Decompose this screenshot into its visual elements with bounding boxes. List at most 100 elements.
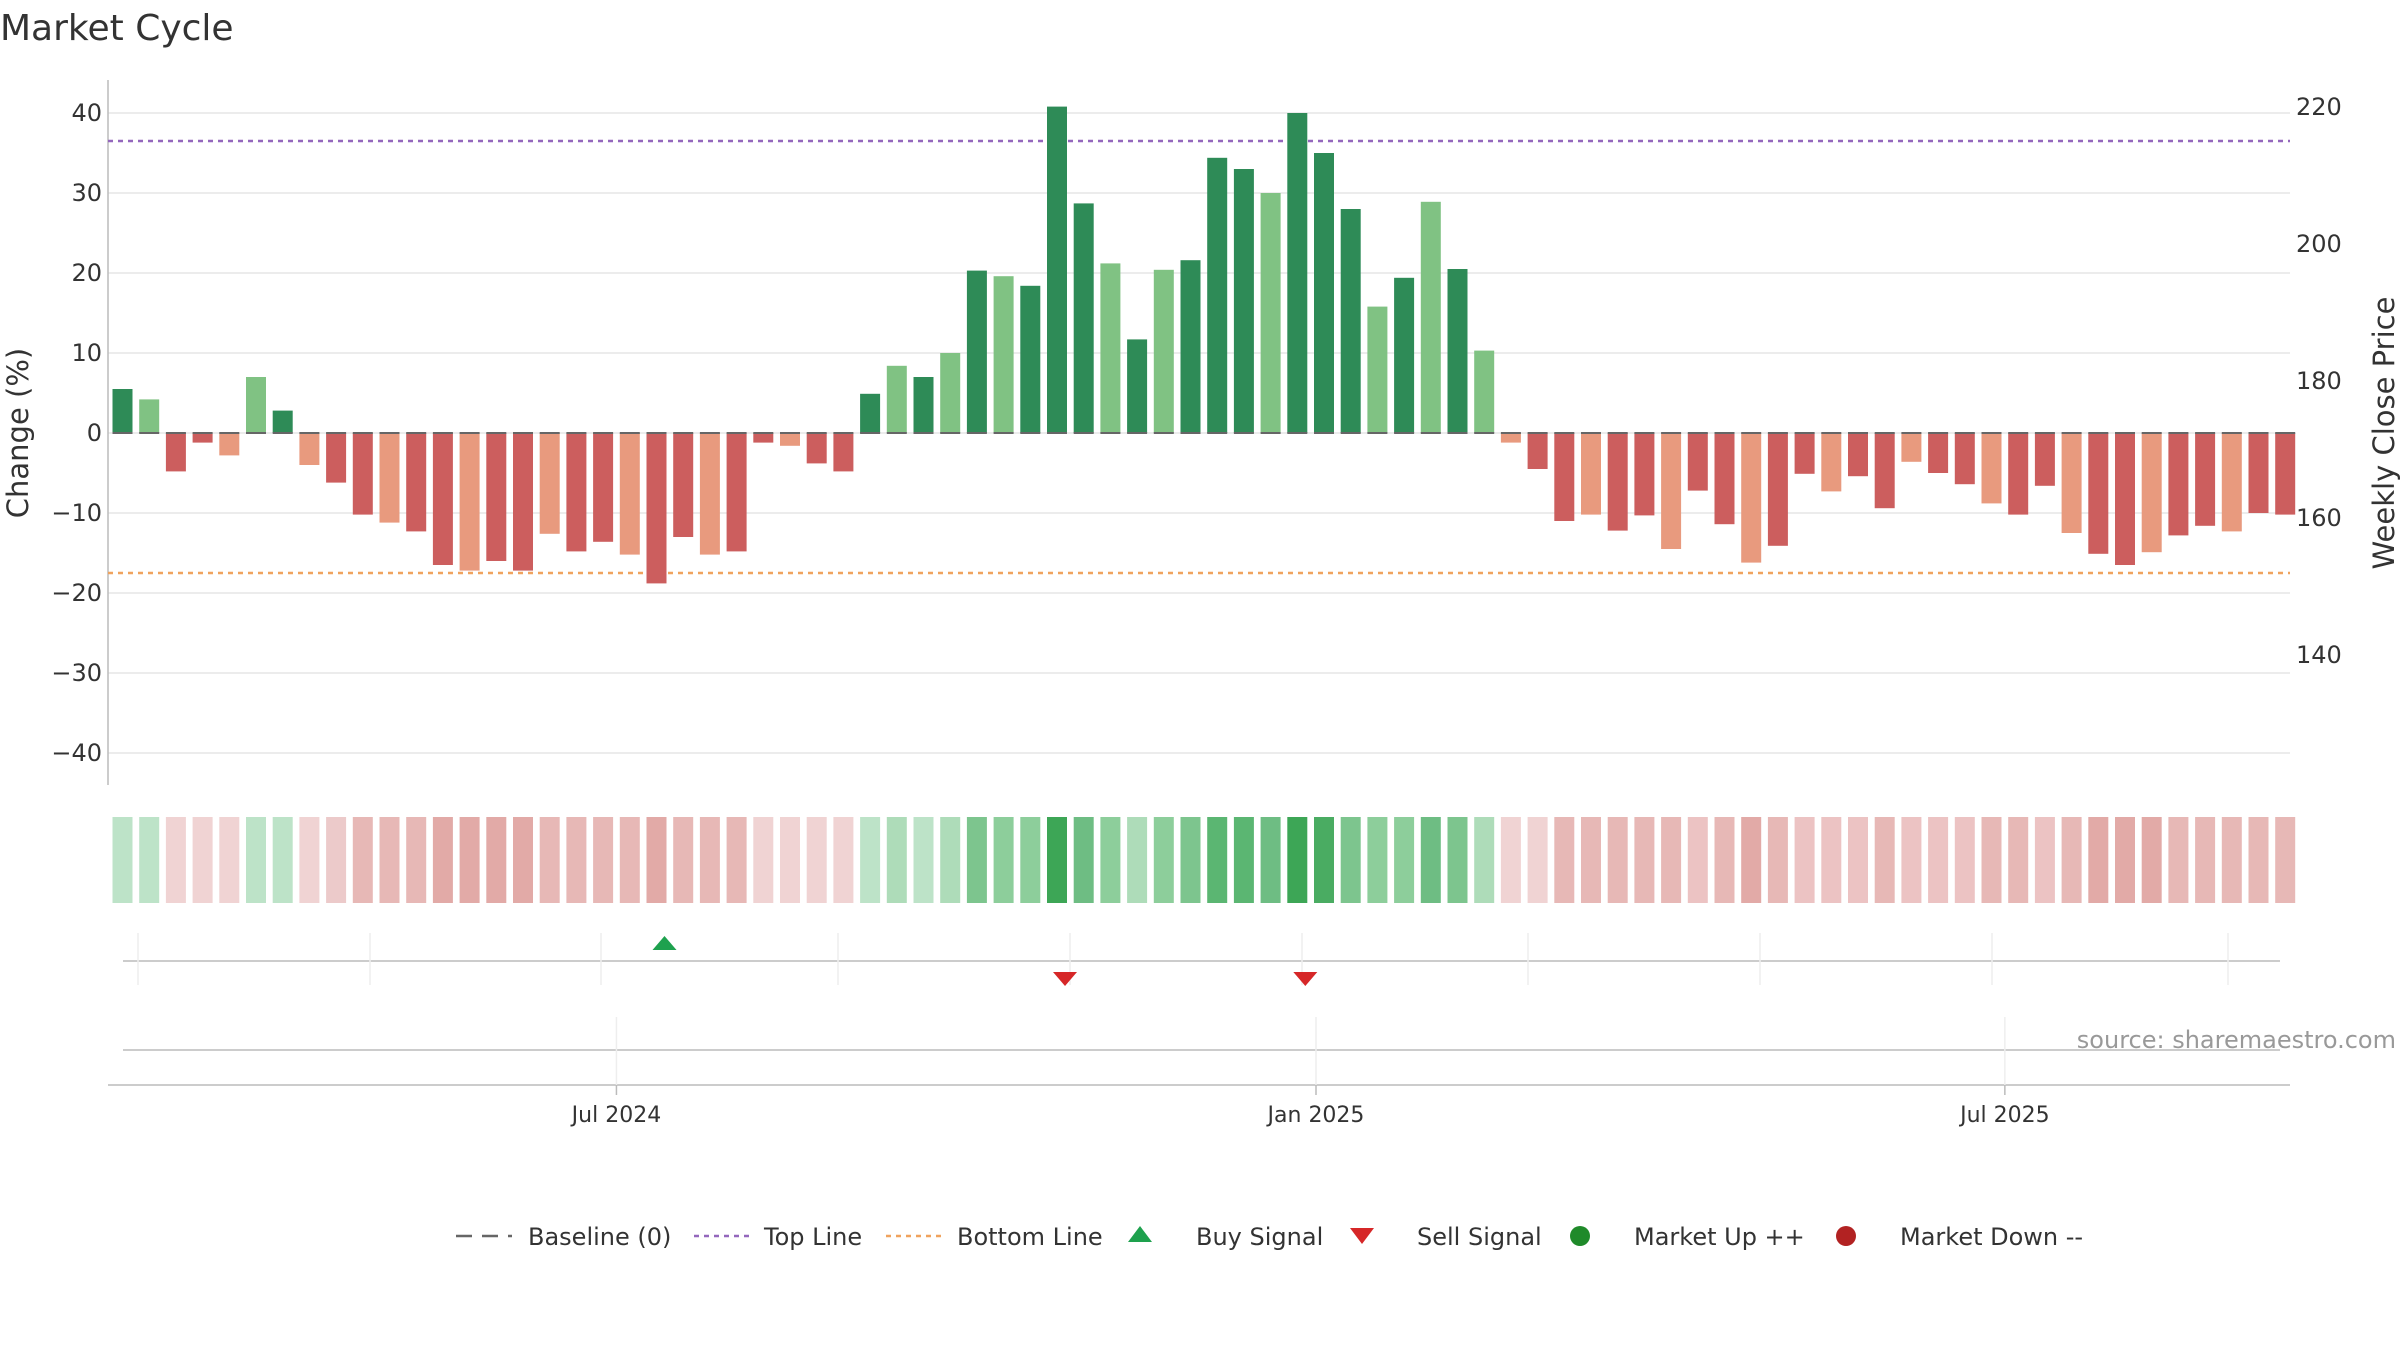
bar <box>1767 433 1788 546</box>
strength-cell <box>2195 817 2216 903</box>
strength-cell <box>2168 817 2189 903</box>
bar <box>1233 169 1254 433</box>
bar <box>1047 106 1067 433</box>
legend-buy-icon <box>1128 1226 1152 1242</box>
bar <box>379 433 400 523</box>
bar <box>299 433 320 465</box>
bar <box>486 433 507 561</box>
legend-market-down-icon <box>1836 1226 1856 1246</box>
strength-cell <box>1687 817 1708 903</box>
legend-label: Buy Signal <box>1196 1223 1323 1251</box>
bar <box>2088 433 2109 554</box>
strength-cell <box>192 817 213 903</box>
strength-cell <box>833 817 854 903</box>
bar <box>112 389 133 433</box>
bar <box>406 433 427 532</box>
bar <box>673 433 694 537</box>
strength-cell <box>1848 817 1868 903</box>
bar <box>1287 113 1308 433</box>
bar <box>646 433 667 584</box>
strength-cell <box>352 817 373 903</box>
strength-cell <box>1367 817 1388 903</box>
strength-cell <box>566 817 587 903</box>
strength-cell <box>2061 817 2082 903</box>
y-tick-label: −30 <box>51 659 102 687</box>
bar <box>2034 433 2055 486</box>
y-tick-label: −40 <box>51 739 102 767</box>
legend-label: Top Line <box>763 1223 862 1251</box>
strength-cell <box>1314 817 1334 903</box>
legend-sell-icon <box>1350 1228 1374 1244</box>
strength-cell <box>406 817 427 903</box>
bar <box>165 433 186 472</box>
bar <box>2141 433 2162 553</box>
strength-cell <box>1100 817 1121 903</box>
legend-label: Market Down -- <box>1900 1223 2083 1251</box>
y2-tick-labels: 220 200 180 160 140 <box>2296 93 2342 669</box>
bar <box>2195 433 2216 526</box>
bar-series <box>112 106 2296 584</box>
bar <box>1260 193 1281 433</box>
strength-cell <box>1634 817 1655 903</box>
bar <box>1741 433 1762 563</box>
strength-cell <box>1767 817 1788 903</box>
bar <box>246 377 266 433</box>
x-tick-label: Jul 2025 <box>1958 1103 2050 1128</box>
sell-signal-marker <box>1053 972 1078 986</box>
bar <box>192 433 213 443</box>
strength-cell <box>699 817 720 903</box>
strength-cell <box>379 817 400 903</box>
bar <box>1420 201 1441 433</box>
strength-cell <box>2275 817 2296 903</box>
strength-cell <box>940 817 961 903</box>
bar <box>272 410 293 433</box>
strength-cell <box>513 817 533 903</box>
strength-cell <box>486 817 507 903</box>
strength-cell <box>139 817 160 903</box>
strength-cell <box>459 817 480 903</box>
strength-cell <box>1340 817 1361 903</box>
bar <box>1073 203 1094 433</box>
bar <box>1314 153 1334 433</box>
bar <box>1848 433 1868 477</box>
x-tick-label: Jan 2025 <box>1266 1103 1365 1128</box>
strength-cell <box>673 817 694 903</box>
bar <box>1474 350 1495 433</box>
strength-cell <box>1260 817 1281 903</box>
strength-cell <box>1020 817 1041 903</box>
strength-cell <box>619 817 640 903</box>
strength-cell <box>780 817 800 903</box>
strength-cell <box>2008 817 2029 903</box>
strength-cell <box>646 817 667 903</box>
strength-cell <box>1901 817 1922 903</box>
signal-panel <box>123 933 2280 986</box>
bar <box>1127 339 1148 433</box>
y-tick-label: 20 <box>71 259 102 287</box>
source-label: source: sharemaestro.com <box>2077 1026 2396 1054</box>
strength-cell <box>1661 817 1682 903</box>
bar <box>566 433 587 552</box>
bar <box>1981 433 2002 504</box>
bar <box>1607 433 1628 531</box>
strength-cell <box>1073 817 1094 903</box>
bar <box>699 433 720 555</box>
y2-tick-label: 220 <box>2296 93 2342 121</box>
bar <box>1500 433 1521 443</box>
strength-cell <box>1821 817 1842 903</box>
legend-label: Bottom Line <box>957 1223 1103 1251</box>
bar <box>726 433 747 552</box>
strength-cell <box>1954 817 1975 903</box>
bar <box>1581 433 1601 515</box>
strength-cell <box>913 817 934 903</box>
bar <box>1153 269 1174 433</box>
y2-tick-label: 180 <box>2296 367 2342 395</box>
bar <box>139 399 160 433</box>
legend-label: Baseline (0) <box>528 1223 671 1251</box>
bar <box>2061 433 2082 533</box>
bar <box>913 377 934 433</box>
bar <box>1954 433 1975 485</box>
strength-cell <box>1287 817 1308 903</box>
bar <box>1874 433 1895 509</box>
strength-cell <box>1180 817 1201 903</box>
bar <box>513 433 533 571</box>
